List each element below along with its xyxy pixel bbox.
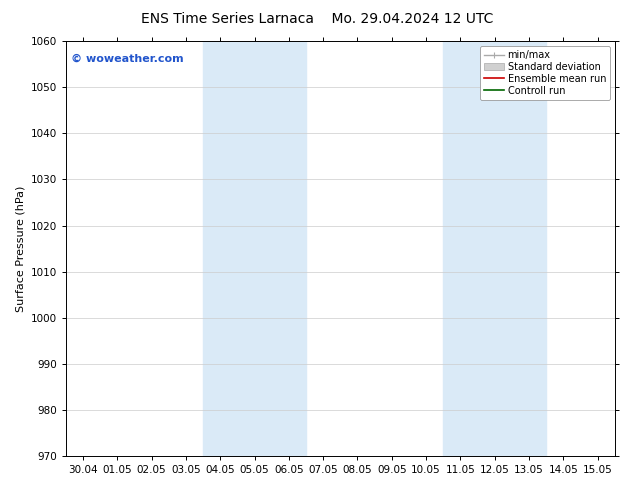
- Bar: [203, 41, 306, 456]
- Text: © woweather.com: © woweather.com: [71, 54, 184, 64]
- Y-axis label: Surface Pressure (hPa): Surface Pressure (hPa): [15, 185, 25, 312]
- Bar: [443, 41, 547, 456]
- Text: ENS Time Series Larnaca    Mo. 29.04.2024 12 UTC: ENS Time Series Larnaca Mo. 29.04.2024 1…: [141, 12, 493, 26]
- Legend: min/max, Standard deviation, Ensemble mean run, Controll run: min/max, Standard deviation, Ensemble me…: [481, 46, 610, 99]
